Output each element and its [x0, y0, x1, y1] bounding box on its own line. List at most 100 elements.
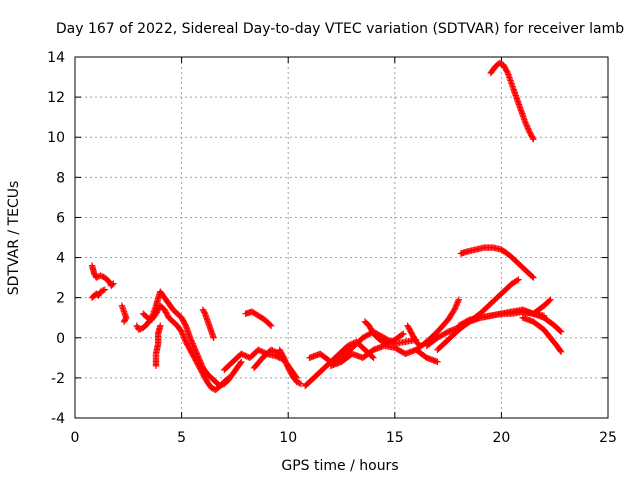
- data-point: [451, 305, 459, 312]
- data-point: [189, 340, 196, 347]
- plot-frame: [74, 56, 609, 419]
- data-point: [256, 347, 263, 354]
- data-point: [259, 348, 266, 356]
- data-point: [455, 296, 462, 303]
- data-point: [453, 302, 460, 309]
- series-arc-2: [88, 286, 109, 301]
- grid: [75, 57, 608, 418]
- y-tick-label: 2: [56, 291, 65, 307]
- y-tick-label: 0: [56, 331, 65, 347]
- x-axis-label: GPS time / hours: [281, 458, 398, 474]
- data-point: [266, 321, 274, 328]
- x-tick-label: 0: [71, 430, 80, 446]
- data-point: [237, 359, 244, 367]
- data-point: [240, 351, 248, 359]
- data-point: [239, 351, 246, 358]
- data-point: [267, 346, 275, 354]
- data-point: [191, 344, 198, 352]
- data-point: [400, 330, 407, 337]
- data-point: [497, 60, 504, 67]
- data-point: [178, 328, 185, 335]
- data-point: [93, 274, 100, 281]
- data-point: [109, 281, 116, 288]
- data-point: [144, 314, 151, 321]
- data-point: [181, 321, 189, 328]
- data-points: [88, 59, 565, 394]
- data-point: [180, 334, 188, 341]
- data-point: [157, 322, 164, 329]
- data-point: [369, 353, 376, 361]
- y-tick-label: 8: [56, 170, 65, 186]
- x-tick-label: 25: [599, 430, 617, 446]
- data-point: [530, 274, 537, 281]
- data-point: [282, 358, 289, 366]
- data-point: [283, 361, 291, 369]
- data-point: [224, 375, 231, 383]
- data-point: [522, 119, 529, 126]
- data-point: [387, 338, 394, 345]
- x-tick-label: 15: [386, 430, 404, 446]
- series-arc-24: [487, 59, 537, 143]
- data-point: [98, 287, 106, 295]
- data-point: [546, 297, 553, 304]
- data-point: [454, 299, 461, 306]
- data-point: [529, 134, 536, 142]
- series-arc-3: [118, 302, 130, 325]
- data-point: [120, 318, 128, 325]
- data-point: [189, 341, 197, 349]
- data-point: [283, 360, 290, 367]
- data-point: [556, 327, 564, 334]
- data-point: [513, 277, 521, 284]
- data-point: [121, 317, 128, 324]
- series-arc-4: [133, 288, 245, 390]
- data-point: [388, 337, 396, 345]
- data-point: [267, 322, 275, 329]
- data-point: [496, 59, 503, 67]
- data-point: [521, 117, 529, 125]
- y-axis-label: SDTVAR / TECUs: [6, 181, 22, 296]
- data-point: [557, 348, 565, 356]
- series-arc-9: [242, 308, 275, 329]
- series-arc-21: [498, 296, 554, 317]
- data-point: [280, 354, 288, 362]
- data-point: [281, 357, 289, 364]
- data-point: [284, 363, 291, 370]
- y-tick-label: -4: [51, 411, 65, 427]
- data-point: [523, 122, 530, 129]
- data-point: [242, 352, 249, 360]
- series-arc-22: [519, 314, 565, 356]
- data-point: [208, 384, 215, 392]
- data-point: [557, 328, 565, 335]
- data-point: [398, 331, 406, 338]
- data-point: [238, 350, 245, 358]
- data-point: [522, 120, 530, 128]
- data-point: [187, 336, 194, 343]
- data-point: [557, 347, 564, 354]
- data-point: [524, 125, 532, 132]
- series-arc-14: [327, 342, 441, 370]
- x-tick-label: 20: [492, 430, 510, 446]
- chart-title: Day 167 of 2022, Sidereal Day-to-day VTE…: [56, 21, 624, 37]
- data-point: [100, 287, 107, 294]
- data-point: [135, 326, 143, 333]
- data-point: [452, 303, 459, 311]
- data-point: [181, 335, 188, 343]
- series-arc-15: [361, 318, 407, 347]
- data-point: [190, 343, 197, 350]
- data-point: [225, 374, 232, 382]
- y-tick-label: 10: [47, 130, 65, 146]
- data-point: [238, 358, 245, 366]
- data-point: [297, 380, 305, 388]
- axis-ticks: 0 5 10 15 20 25 -4 -2 0 2 4 6 8 10 12 14: [47, 50, 617, 446]
- data-point: [383, 340, 390, 347]
- data-point: [385, 339, 393, 346]
- data-point: [281, 356, 288, 363]
- series-arc-5: [140, 302, 232, 394]
- data-point: [294, 379, 302, 386]
- data-point: [97, 288, 104, 295]
- data-point: [296, 380, 303, 387]
- data-point: [110, 280, 117, 287]
- data-point: [525, 126, 532, 133]
- data-point: [101, 286, 109, 293]
- series-arc-7: [199, 306, 217, 341]
